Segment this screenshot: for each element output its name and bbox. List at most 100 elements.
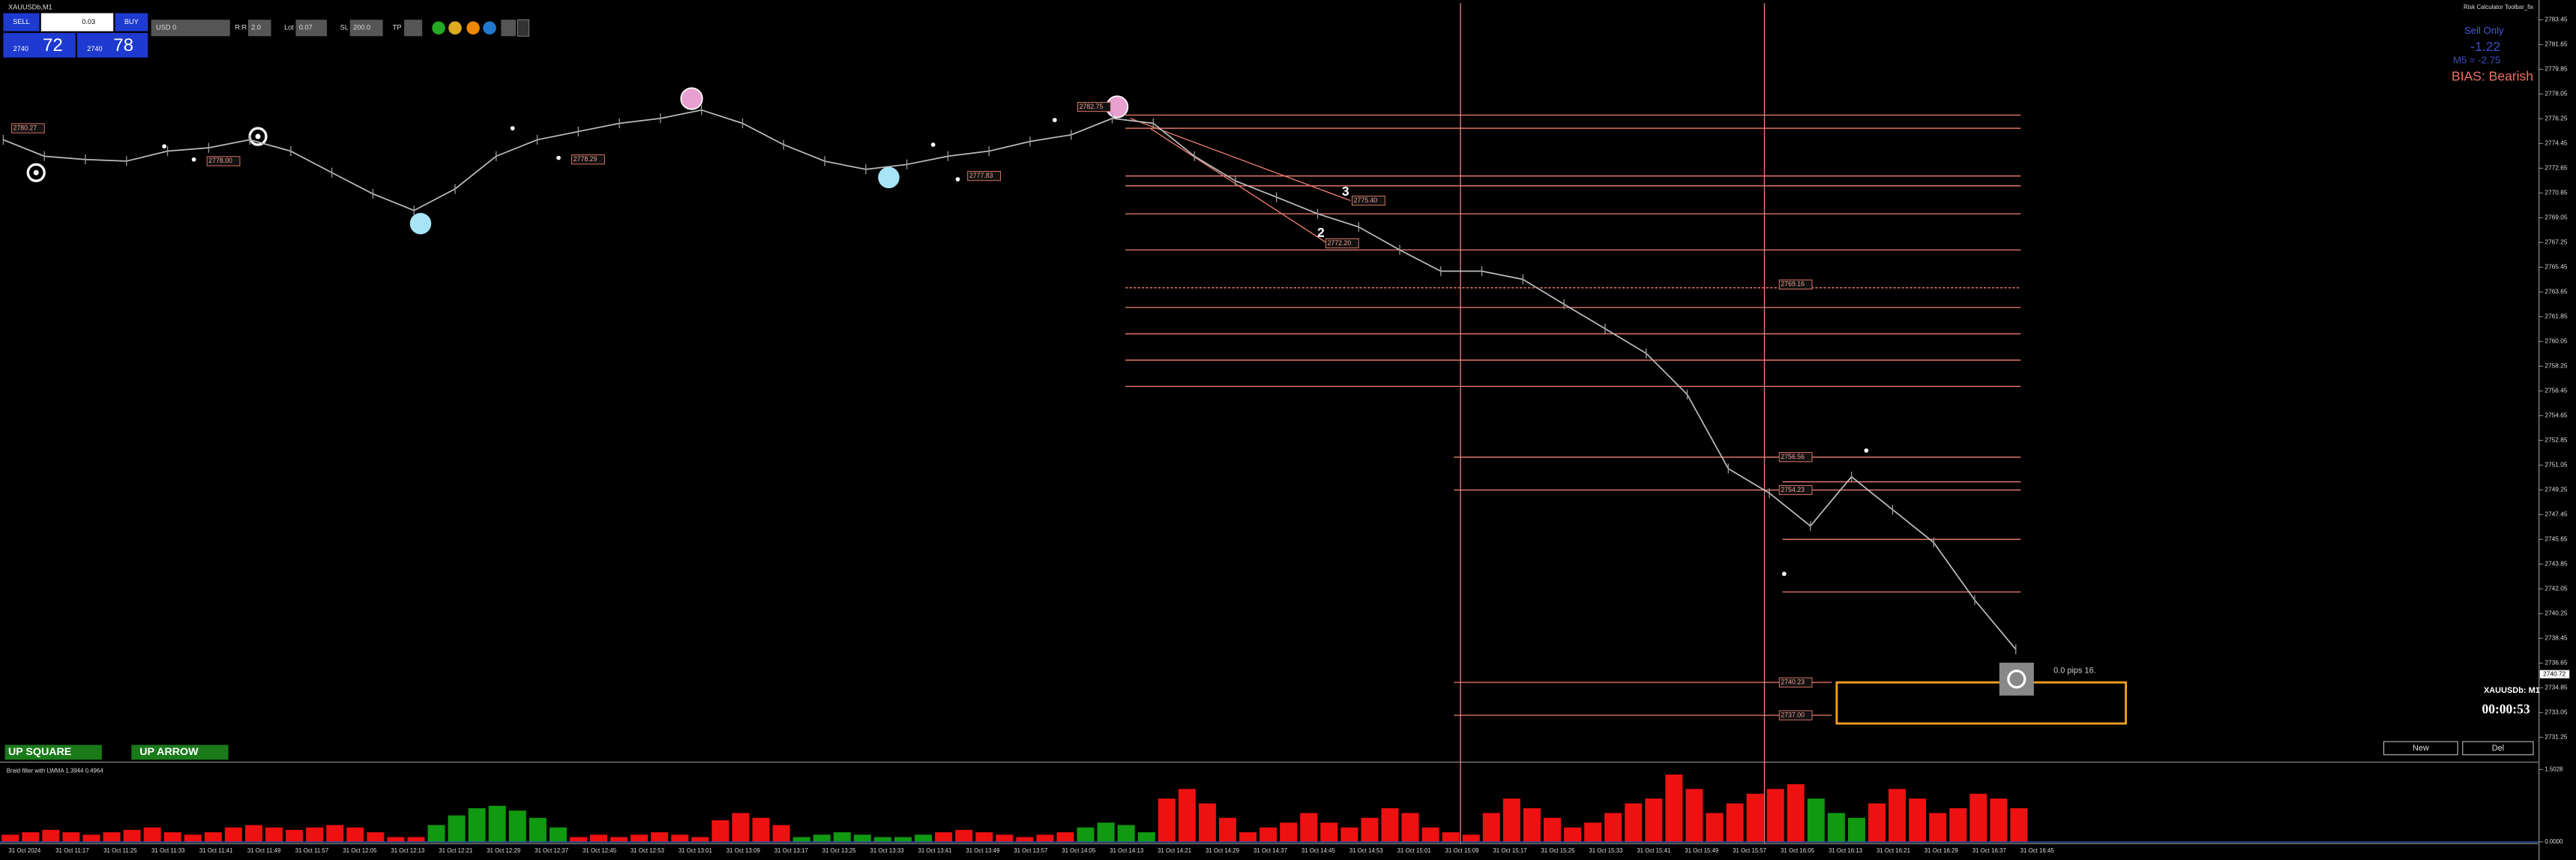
y-tick-label: 2736.65 [2545,659,2567,667]
balance-box[interactable] [151,19,230,37]
histogram-bar [671,835,689,842]
y-tick-label: 2776.25 [2545,115,2567,122]
histogram-bar [1889,789,1907,842]
toolbar-icon[interactable] [483,21,496,35]
indicator-title: Braid filter with LWMA 1.3944 0.4964 [7,768,104,775]
histogram-bar [265,827,283,842]
toolbar-icon[interactable] [466,21,480,35]
bar-timer: 00:00:53 [2482,701,2530,716]
histogram-bar [326,825,344,842]
y-tick-label: 2747.45 [2545,511,2567,518]
histogram-bar [1766,789,1784,842]
balance: USD 0 [156,24,176,31]
x-tick-label: 31 Oct 2024 [8,847,41,854]
x-tick-label: 31 Oct 14:29 [1206,847,1239,854]
sell-price-box[interactable] [3,32,76,58]
new-button[interactable] [2383,741,2458,756]
y-tick-label: 2781.65 [2545,40,2567,48]
histogram-bar [244,825,262,842]
lot-size: 0.07 [299,24,313,31]
histogram-bar [1868,803,1886,842]
y-tick-label: 2751.05 [2545,461,2567,469]
del-button[interactable] [2462,741,2534,756]
x-tick-label: 31 Oct 13:41 [918,847,951,854]
sl-box[interactable] [349,19,383,37]
histogram-bar [1421,827,1439,842]
y-tick-label: 2754.65 [2545,412,2567,419]
toolbar-icon[interactable] [448,21,462,35]
histogram-bar [1726,803,1744,842]
histogram-bar [1239,832,1257,842]
y-tick-label: 2745.65 [2545,535,2567,543]
pivot-high [680,87,703,110]
toolbar-icon[interactable] [432,21,445,35]
x-tick-label: 31 Oct 16:29 [1925,847,1958,854]
x-tick-label: 31 Oct 11:33 [151,847,185,854]
histogram-bar [1502,799,1520,842]
histogram-bar [833,832,851,842]
lot-box[interactable] [295,19,328,37]
collapse-button[interactable] [517,19,530,37]
swing-dot [510,126,515,130]
buy-price-box[interactable] [76,32,148,58]
rr-value: 2.0 [251,24,261,31]
sell-button[interactable] [3,13,40,31]
lot-input[interactable] [40,13,114,31]
histogram-bar [306,827,324,842]
swing-dot [556,155,561,160]
tp-box[interactable] [404,19,423,37]
level-label-box [1778,484,1813,496]
level-label-box [1778,452,1813,463]
rr-box[interactable] [247,19,271,37]
x-tick-label: 31 Oct 16:45 [2020,847,2055,854]
buy-button[interactable] [115,13,148,31]
new-label: New [2413,744,2429,753]
x-tick-label: 31 Oct 16:37 [1972,847,2006,854]
histogram-bar [772,825,790,842]
level-label: 2772.20 [1328,239,1352,247]
x-tick-label: 31 Oct 15:09 [1445,847,1479,854]
x-tick-label: 31 Oct 13:01 [678,847,712,854]
x-tick-label: 31 Oct 12:05 [343,847,377,854]
histogram-bar [590,835,608,842]
up-square-button[interactable] [4,745,102,760]
x-tick-label: 31 Oct 13:17 [774,847,808,854]
histogram-bar [1847,817,1865,842]
menu-button[interactable] [501,19,517,37]
histogram-bar [1097,823,1115,842]
histogram-bar [22,832,40,842]
x-tick-label: 31 Oct 13:49 [966,847,999,854]
y-tick-label: 2772.65 [2545,164,2567,172]
position-icon-ring [2007,670,2026,689]
level-label-box [1778,677,1813,688]
wave-label: 3 [1342,184,1349,199]
histogram-bar [1645,799,1663,842]
x-tick-label: 31 Oct 11:57 [295,847,328,854]
histogram-bar [651,832,669,842]
y-tick-label: 2779.85 [2545,65,2567,73]
histogram-bar [204,832,222,842]
histogram-bar [752,817,770,842]
y-tick-label: 2743.85 [2545,560,2567,568]
histogram-bar [549,827,567,842]
histogram-bar [1442,832,1460,842]
histogram-bar [1949,808,1967,842]
histogram-bar [123,829,141,842]
histogram-bar [143,827,161,842]
position-icon[interactable] [1999,662,2034,696]
level-label-box [206,156,241,166]
histogram-bar [346,827,364,842]
histogram-bar [1990,799,2008,842]
histogram-bar [1178,789,1196,842]
swing-dots [162,118,1869,577]
signal-dot [255,133,261,139]
histogram-bar [1137,832,1155,842]
up-arrow-button[interactable] [131,745,229,760]
histogram-bar [935,832,953,842]
level-label: 2778.00 [208,157,232,164]
sl-label: SL [340,24,349,31]
level-label: 2782.75 [1080,103,1104,110]
histogram-bar [853,835,871,842]
x-tick-label: 31 Oct 13:09 [726,847,760,854]
